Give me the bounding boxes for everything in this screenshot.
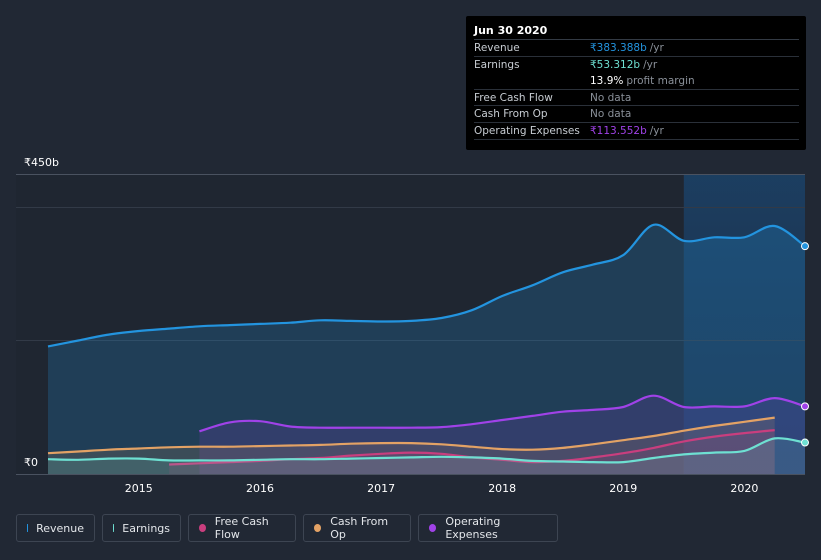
legend-label-operating-expenses: Operating Expenses [445, 515, 501, 541]
cash-from-op-dot-icon [314, 524, 322, 532]
tooltip-cfo-label: Cash From Op [474, 108, 548, 121]
cash-from-op-line [47, 416, 775, 455]
tooltip-earnings-unit: /yr [643, 58, 658, 71]
legend-item-free-cash-flow[interactable]: Free Cash Flow [188, 514, 296, 542]
revenue-area [48, 224, 805, 474]
tooltip-earnings-label: Earnings [474, 58, 520, 71]
tooltip-margin-text: profit margin [626, 75, 695, 88]
legend-label-cash-from-op: Cash From Op [330, 515, 389, 541]
tooltip-date: Jun 30 2020 [474, 23, 799, 40]
series-layer [47, 223, 809, 474]
tooltip-row-fcf: Free Cash Flow No data [474, 90, 799, 107]
legend-item-operating-expenses[interactable]: Operating Expenses [418, 514, 558, 542]
earnings-area [48, 438, 805, 474]
y-axis-top-label: ₹450b [24, 156, 59, 169]
tooltip-margin-value: 13.9% [590, 75, 624, 88]
tooltip-opex-value: ₹113.552b [590, 124, 647, 137]
tooltip-row-margin: 13.9% profit margin [474, 73, 799, 90]
tooltip-opex-unit: /yr [649, 124, 664, 137]
x-tick-label-2015: 2015 [125, 482, 153, 495]
legend-item-earnings[interactable]: Earnings [102, 514, 181, 542]
legend-label-revenue: Revenue [36, 521, 84, 535]
chart-legend: Revenue Earnings Free Cash Flow Cash Fro… [16, 514, 558, 542]
x-tick-label-2017: 2017 [367, 482, 395, 495]
free-cash-flow-dot-icon [199, 524, 206, 532]
earnings-line [47, 437, 806, 464]
data-tooltip: Jun 30 2020 Revenue ₹383.388b/yr Earning… [466, 16, 806, 150]
tooltip-earnings-value: ₹53.312b [590, 58, 641, 71]
x-axis-ticks: 2015 2016 2017 2018 2019 2020 [125, 482, 759, 495]
tooltip-opex-label: Operating Expenses [474, 124, 580, 137]
tooltip-revenue-label: Revenue [474, 42, 520, 54]
tooltip-cfo-value: No data [590, 108, 632, 121]
operating-expenses-dot-icon [429, 524, 437, 532]
legend-label-free-cash-flow: Free Cash Flow [214, 515, 269, 541]
revenue-end-marker [801, 242, 809, 251]
operating-expenses-line [199, 394, 806, 433]
plot-background-past [16, 174, 683, 474]
operating-expenses-area [199, 395, 805, 474]
tooltip-row-cfo: Cash From Op No data [474, 106, 799, 123]
legend-item-revenue[interactable]: Revenue [16, 514, 95, 542]
tooltip-row-opex: Operating Expenses ₹113.552b/yr [474, 123, 799, 140]
legend-label-earnings: Earnings [122, 521, 170, 535]
x-tick-label-2019: 2019 [609, 482, 637, 495]
plot-background-highlight [683, 174, 805, 474]
tooltip-fcf-value: No data [590, 91, 632, 104]
operating-expenses-end-marker [801, 402, 809, 411]
earnings-end-marker [801, 438, 809, 447]
tooltip-row-earnings: Earnings ₹53.312b/yr [474, 57, 799, 74]
tooltip-revenue-value: ₹383.388b [590, 42, 647, 54]
legend-item-cash-from-op[interactable]: Cash From Op [303, 514, 411, 542]
tooltip-row-revenue: Revenue ₹383.388b/yr [474, 40, 799, 57]
y-axis-zero-label: ₹0 [24, 456, 38, 469]
x-tick-label-2018: 2018 [488, 482, 516, 495]
revenue-line [47, 223, 806, 348]
chart-area: ₹450b ₹0 2015 2016 2017 2018 2019 2020 [16, 156, 809, 495]
x-tick-label-2020: 2020 [730, 482, 758, 495]
x-tick-label-2016: 2016 [246, 482, 274, 495]
tooltip-fcf-label: Free Cash Flow [474, 91, 553, 104]
tooltip-revenue-unit: /yr [649, 42, 664, 54]
